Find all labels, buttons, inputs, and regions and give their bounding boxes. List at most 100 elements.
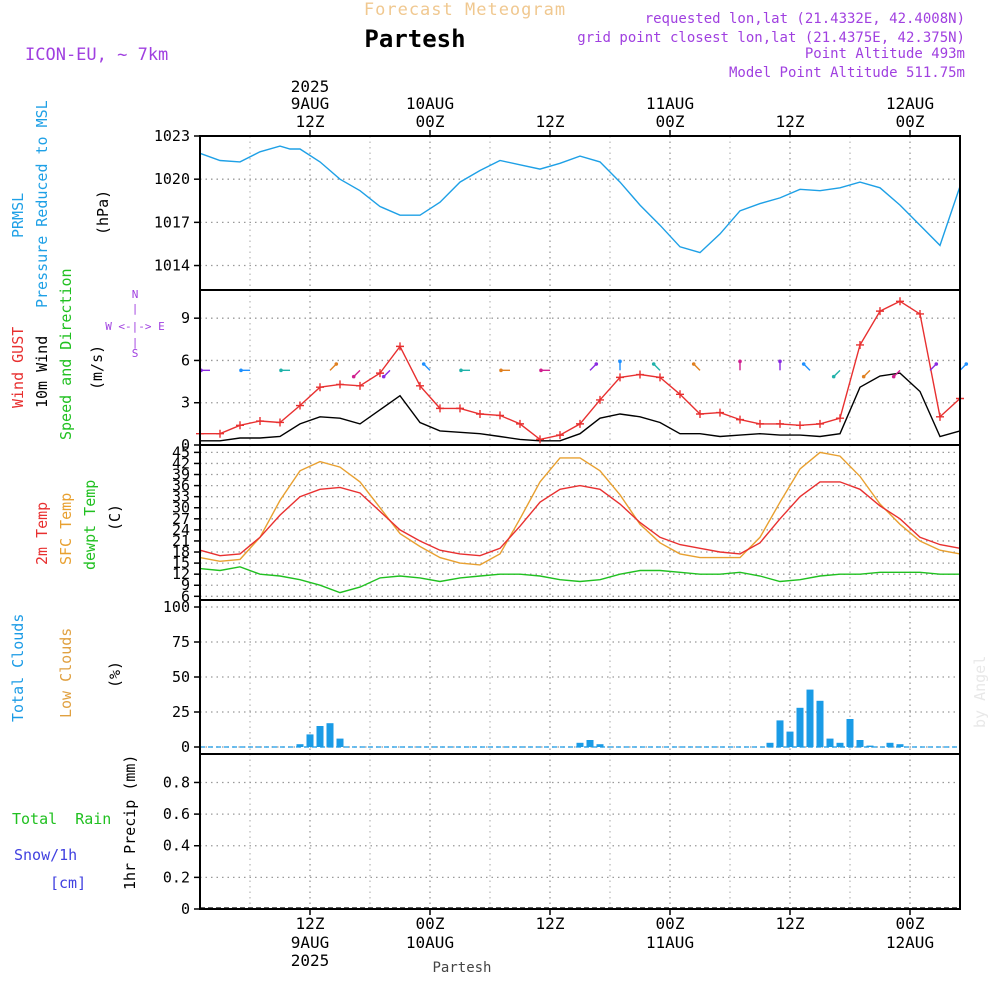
gust-line-marker (896, 297, 904, 306)
wind-direction-arrowhead (459, 368, 463, 373)
cloud-bar (766, 742, 774, 747)
model-label: ICON-EU, ~ 7km (25, 45, 168, 65)
wind-direction-arrowhead (651, 362, 656, 366)
cloud-bar (786, 731, 794, 747)
gust-line-marker (876, 307, 884, 316)
wind-direction-arrowhead (499, 368, 503, 373)
cloud-bar (586, 740, 594, 747)
t2m-label: 2m Temp (33, 502, 51, 565)
y-tick-label: 42 (172, 454, 190, 472)
gust-line-marker (516, 419, 524, 428)
gust-line-marker (256, 417, 264, 426)
cloud-bar (326, 723, 334, 747)
dewpoint-line (199, 566, 960, 594)
y-tick-label: 50 (172, 668, 190, 686)
bottom-time-label: 11AUG (646, 933, 694, 952)
sfc-temp-line (199, 451, 961, 566)
top-time-label: 00Z (656, 112, 685, 131)
y-tick-label: 3 (181, 394, 190, 412)
y-tick-label: 39 (172, 466, 190, 484)
wind-direction-arrowhead (539, 368, 543, 373)
time-axis: 20259AUG12Z12Z9AUG202510AUG00Z00Z10AUG12… (291, 77, 934, 970)
gust-line-marker (676, 390, 684, 399)
point-altitude: Point Altitude 493m (805, 46, 965, 62)
gust-line-marker (776, 419, 784, 428)
gust-line-marker (296, 401, 304, 410)
bottom-time-label: 9AUG (291, 933, 330, 952)
wind-direction-arrowhead (381, 374, 386, 379)
gust-line-marker (696, 410, 704, 418)
cloud-bar (886, 742, 894, 747)
temperature-labels: 2m Temp SFC Temp dewpt Temp (C) (33, 480, 124, 570)
cloud-bar (796, 707, 804, 747)
top-time-label: 10AUG (406, 94, 454, 113)
top-time-label: 12Z (296, 112, 325, 131)
gust-line-marker (336, 380, 344, 389)
gust-line-marker (436, 404, 444, 413)
temperature-panel (199, 451, 961, 594)
cloud-bar (896, 744, 904, 747)
y-tick-label: 15 (172, 554, 190, 572)
gust-line-marker (716, 408, 724, 417)
cloud-bar (296, 744, 304, 747)
cloud-bar (866, 745, 874, 747)
top-time-label: 9AUG (291, 94, 330, 113)
y-tick-label: 45 (172, 443, 190, 461)
gust-line-marker (456, 404, 464, 413)
bottom-time-label: 12Z (536, 914, 565, 933)
model-altitude: Model Point Altitude 511.75m (729, 65, 965, 81)
compass-n: N (132, 288, 139, 301)
gust-line-marker (936, 412, 944, 421)
t2m-line (199, 481, 961, 557)
wind-direction-arrowhead (934, 362, 939, 366)
cloud-bar (826, 738, 834, 747)
cloud-bar (306, 734, 314, 747)
y-tick-label: 1017 (154, 213, 190, 231)
y-tick-label: 36 (172, 477, 190, 495)
wind-direction-arrowhead (421, 362, 426, 366)
wind-direction-arrowhead (738, 359, 742, 364)
wind-labels: Wind GUST 10m Wind Speed and Direction (… (9, 268, 165, 440)
bottom-time-label: 00Z (896, 914, 925, 933)
cloud-bar (836, 742, 844, 747)
prmsl-label: PRMSL (9, 193, 27, 238)
pressure-panel (199, 145, 961, 254)
gust-line-marker (576, 419, 584, 428)
top-time-label: 12Z (536, 112, 565, 131)
bottom-station: Partesh (432, 960, 491, 976)
gust-line-marker (276, 418, 284, 427)
cloud-bar (596, 744, 604, 747)
wind10-line (200, 372, 961, 442)
wind-direction-arrowhead (831, 374, 836, 379)
y-tick-label: 1014 (154, 257, 190, 275)
cloud-bar (576, 742, 584, 747)
cloud-labels: Total Clouds Low Clouds (%) (9, 614, 124, 722)
gust-line-marker (736, 415, 744, 424)
grid-lines (200, 135, 960, 910)
gust-line-marker (236, 421, 244, 430)
wind-direction-arrowhead (891, 374, 896, 379)
station-title: Partesh (364, 25, 465, 53)
gust-line-marker (396, 342, 404, 351)
pressure-labels: PRMSL Pressure Reduced to MSL (hPa) (9, 100, 112, 308)
sfc-label: SFC Temp (57, 493, 75, 565)
dew-label: dewpt Temp (81, 480, 99, 570)
gust-line-marker (656, 373, 664, 382)
gust-line-marker (816, 419, 824, 428)
top-time-label: 12Z (776, 112, 805, 131)
gust-line-marker (616, 373, 624, 382)
prmsl-unit: (hPa) (94, 190, 112, 235)
compass-s: S (132, 347, 139, 360)
wind-direction-arrowhead (861, 374, 866, 379)
y-tick-label: 0 (181, 738, 190, 756)
bottom-time-label: 00Z (656, 914, 685, 933)
y-tick-label: 6 (181, 351, 190, 369)
snow-label: Snow/1h (14, 846, 77, 864)
gust-line-marker (356, 381, 364, 390)
top-time-label: 12AUG (886, 94, 934, 113)
wind-panel (196, 297, 969, 444)
wind-direction-arrowhead (618, 359, 622, 364)
total-clouds-label: Total Clouds (9, 614, 27, 722)
gust-line-marker (756, 419, 764, 428)
